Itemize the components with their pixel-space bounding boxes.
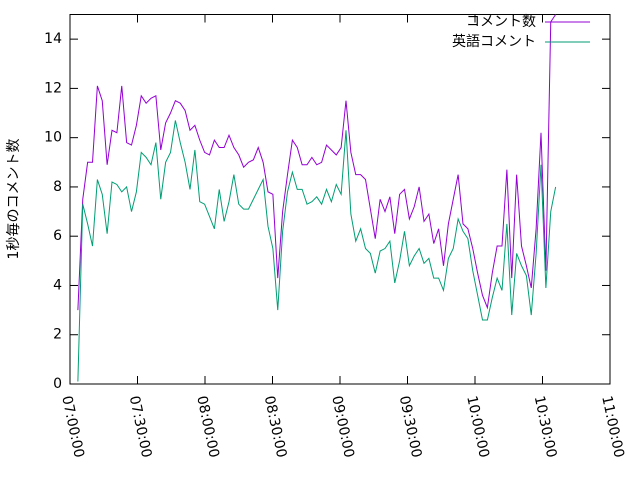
series-line	[77, 120, 557, 382]
y-tick-label: 4	[53, 277, 62, 293]
x-tick-label: 11:00:00	[598, 394, 627, 459]
x-tick-label: 09:00:00	[328, 394, 357, 459]
x-tick-label: 09:30:00	[396, 394, 425, 459]
y-tick-label: 10	[44, 130, 62, 146]
y-tick-label: 6	[53, 228, 62, 244]
x-tick-label: 07:30:00	[126, 394, 155, 459]
y-tick-label: 12	[44, 80, 62, 96]
series-group	[77, 14, 557, 382]
x-tick-label: 08:30:00	[261, 394, 290, 459]
x-tick-label: 08:00:00	[193, 394, 222, 459]
legend-label: 英語コメント	[452, 33, 536, 50]
legend-label: コメント数	[466, 14, 536, 30]
x-tick-label: 07:00:00	[58, 394, 87, 459]
y-tick-label: 2	[53, 327, 62, 343]
series-line	[77, 14, 557, 311]
x-tick-label: 10:00:00	[463, 394, 492, 459]
y-tick-label: 8	[53, 179, 62, 195]
y-tick-label: 14	[44, 31, 62, 47]
y-axis-label: 1秒毎のコメント数	[6, 139, 22, 260]
y-tick-label: 0	[53, 376, 62, 392]
x-tick-label: 10:30:00	[531, 394, 560, 459]
plot-frame	[69, 14, 611, 385]
